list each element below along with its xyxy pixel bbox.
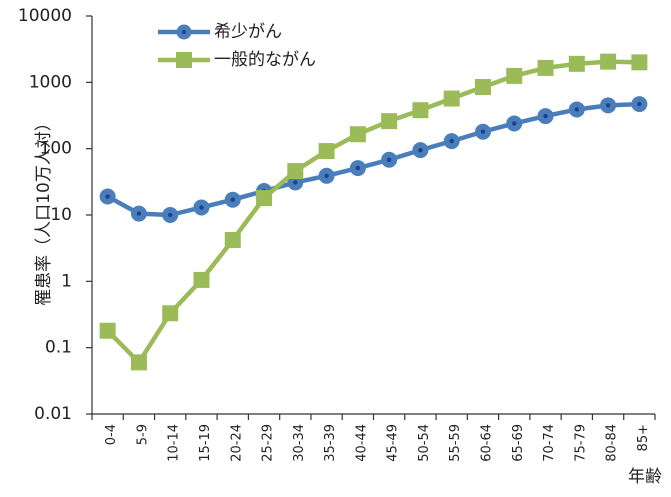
x-axis: 0-4 5-9 10-14 15-19 20-24 25-29 30-34 35-39 40-4… bbox=[91, 413, 656, 462]
legend-item: 一般的ながん bbox=[158, 50, 316, 70]
data-point-center bbox=[324, 173, 329, 178]
x-tick-label: 15-19 bbox=[198, 424, 213, 462]
series-2 bbox=[99, 53, 648, 371]
data-point bbox=[318, 143, 335, 160]
data-point-center bbox=[167, 212, 173, 218]
x-tick-label: 30-34 bbox=[292, 424, 307, 462]
y-tick-label: 10000 bbox=[18, 6, 72, 26]
y-tick-label: 0.1 bbox=[45, 338, 72, 358]
data-point bbox=[256, 190, 273, 207]
data-point bbox=[193, 271, 210, 288]
data-point bbox=[412, 102, 429, 119]
y-tick-label: 10 bbox=[50, 205, 72, 225]
data-point-center bbox=[199, 205, 204, 210]
x-tick-label: 10-14 bbox=[167, 424, 182, 462]
legend-label: 希少がん bbox=[214, 22, 282, 42]
x-tick-label: 40-44 bbox=[354, 424, 369, 462]
data-point-center bbox=[574, 107, 580, 112]
x-tick-label: 70-74 bbox=[542, 424, 557, 462]
data-point bbox=[600, 53, 617, 70]
y-tick-label: 100 bbox=[40, 139, 72, 159]
data-point bbox=[162, 305, 179, 322]
data-point bbox=[349, 126, 366, 143]
legend-item: 希少がん bbox=[158, 22, 282, 42]
data-point bbox=[287, 163, 304, 180]
x-tick-label: 0-4 bbox=[104, 424, 119, 445]
data-point-center bbox=[605, 103, 611, 108]
data-point bbox=[224, 231, 241, 248]
data-point-center bbox=[136, 211, 142, 216]
data-point bbox=[99, 322, 116, 339]
legend-label: 一般的ながん bbox=[214, 50, 316, 70]
data-point-center bbox=[105, 194, 110, 199]
data-point-center bbox=[355, 165, 361, 171]
data-point-center bbox=[449, 138, 454, 144]
series-1 bbox=[99, 96, 648, 223]
y-axis-title: 罹患率（人口10万人対） bbox=[34, 114, 54, 306]
x-tick-label: 20-24 bbox=[229, 424, 244, 462]
x-axis-title: 年齢 bbox=[628, 467, 662, 487]
x-tick-label: 85+ bbox=[636, 424, 651, 451]
x-tick-label: 55-59 bbox=[448, 424, 463, 462]
data-point bbox=[568, 55, 585, 72]
y-tick-label: 1000 bbox=[29, 72, 72, 92]
data-point bbox=[474, 79, 491, 96]
x-tick-label: 45-49 bbox=[386, 424, 401, 462]
y-axis: 0.01 0.1 1 10 100 1000 10000 bbox=[18, 6, 93, 424]
x-tick-label: 5-9 bbox=[135, 424, 150, 445]
x-tick-label: 65-69 bbox=[511, 424, 526, 462]
data-point bbox=[130, 354, 147, 371]
series-line bbox=[106, 101, 640, 218]
data-point bbox=[631, 54, 648, 71]
data-point bbox=[506, 67, 523, 84]
data-point-center bbox=[293, 180, 298, 185]
data-point bbox=[381, 113, 398, 130]
legend-marker bbox=[176, 52, 192, 68]
x-tick-label: 25-29 bbox=[261, 424, 276, 462]
x-tick-label: 80-84 bbox=[605, 424, 620, 462]
data-point-center bbox=[480, 129, 486, 134]
x-tick-label: 50-54 bbox=[417, 424, 432, 462]
data-point-center bbox=[637, 101, 642, 107]
data-point-center bbox=[418, 147, 423, 153]
data-point-center bbox=[543, 113, 548, 119]
legend-marker-center bbox=[181, 29, 187, 35]
x-tick-label: 75-79 bbox=[573, 424, 588, 462]
x-tick-label: 35-39 bbox=[323, 424, 338, 462]
data-point bbox=[537, 59, 554, 76]
data-point-center bbox=[230, 197, 235, 202]
data-point-center bbox=[386, 157, 392, 162]
data-point bbox=[443, 90, 460, 107]
x-tick-label: 60-64 bbox=[479, 424, 494, 462]
y-tick-label: 0.01 bbox=[34, 404, 72, 424]
y-tick-label: 1 bbox=[61, 271, 72, 291]
series-layer bbox=[99, 53, 648, 371]
data-point-center bbox=[512, 121, 517, 126]
